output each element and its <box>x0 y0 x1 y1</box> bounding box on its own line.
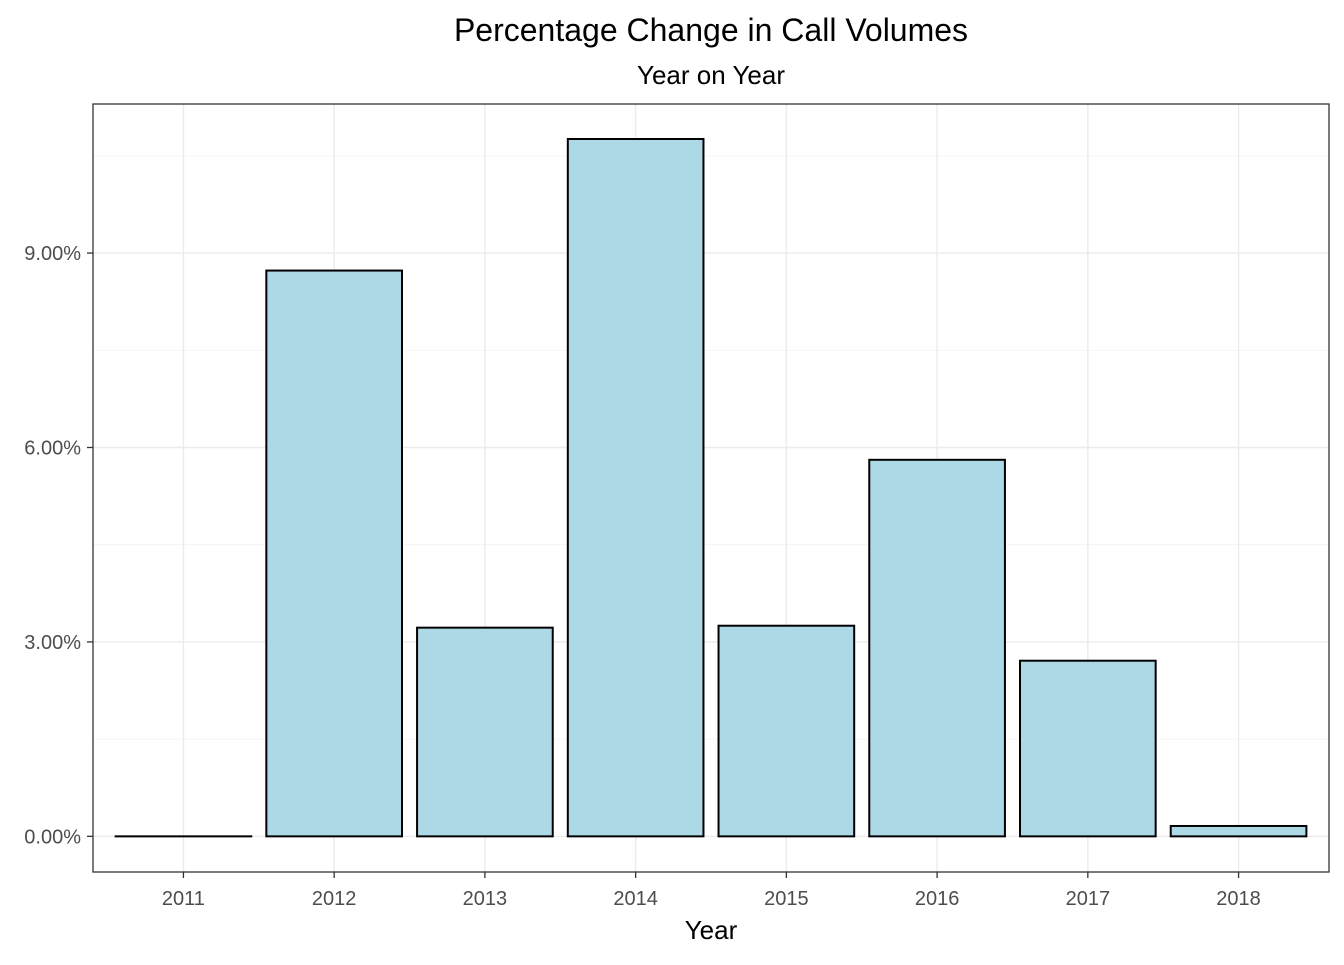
x-tick-label: 2018 <box>1216 888 1261 910</box>
x-axis-title: Year <box>685 915 738 945</box>
bar-2014 <box>568 139 704 836</box>
x-tick-label: 2013 <box>463 888 508 910</box>
y-tick-label: 9.00% <box>24 243 81 265</box>
bar-2018 <box>1171 826 1307 836</box>
chart-title: Percentage Change in Call Volumes <box>454 12 968 48</box>
bar-2012 <box>266 271 402 837</box>
y-tick-label: 3.00% <box>24 632 81 654</box>
x-tick-label: 2012 <box>312 888 357 910</box>
x-tick-label: 2017 <box>1066 888 1111 910</box>
bar-2015 <box>719 626 855 837</box>
y-tick-label: 0.00% <box>24 826 81 848</box>
bar-2016 <box>869 460 1005 837</box>
x-tick-label: 2014 <box>613 888 658 910</box>
bars <box>116 139 1307 836</box>
x-tick-label: 2011 <box>162 888 205 910</box>
chart-subtitle: Year on Year <box>637 60 785 90</box>
bar-2013 <box>417 628 553 837</box>
x-tick-label: 2015 <box>764 888 809 910</box>
bar-2017 <box>1020 661 1156 837</box>
y-tick-label: 6.00% <box>24 437 81 459</box>
x-tick-label: 2016 <box>915 888 960 910</box>
